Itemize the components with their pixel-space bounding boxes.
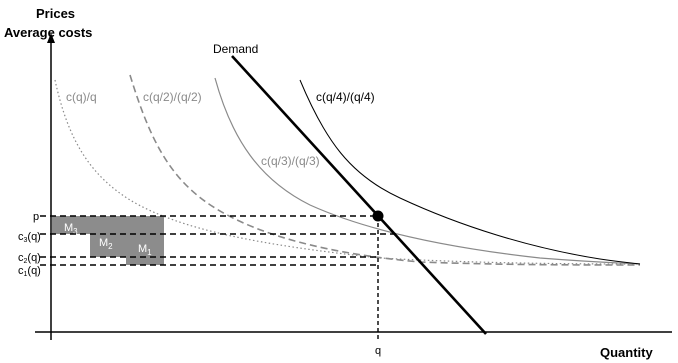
curve-c2-label: c(q/2)/(q/2) (143, 90, 202, 104)
tick-label-c3: c3(q) (18, 231, 41, 244)
tick-label-p: p (33, 211, 39, 223)
curve-c3-label: c(q/3)/(q/3) (261, 154, 320, 168)
box-m3 (52, 216, 164, 234)
box-m2-label: M2 (99, 237, 113, 251)
y-axis-title-line1: Prices (36, 6, 75, 21)
box-m1-label: M1 (138, 243, 152, 257)
demand-label: Demand (213, 42, 258, 56)
tick-label-q: q (375, 345, 381, 357)
curve-c4 (299, 79, 641, 265)
curve-c1-label: c(q)/q (66, 90, 97, 104)
y-axis-arrow (47, 33, 55, 43)
y-axis-title-line2: Average costs (4, 25, 92, 40)
equilibrium-point (372, 210, 384, 222)
tick-label-c1: c1(q) (18, 265, 41, 278)
box-m1 (126, 257, 164, 265)
tick-label-c2: c2(q) (18, 252, 41, 265)
demand-line (231, 55, 487, 335)
curve-c2 (129, 74, 641, 266)
x-axis-title: Quantity (600, 345, 653, 360)
curve-c1 (54, 79, 641, 265)
curve-c4-label: c(q/4)/(q/4) (316, 90, 375, 104)
box-m3-label: M3 (64, 222, 78, 236)
box-m2 (90, 234, 164, 257)
